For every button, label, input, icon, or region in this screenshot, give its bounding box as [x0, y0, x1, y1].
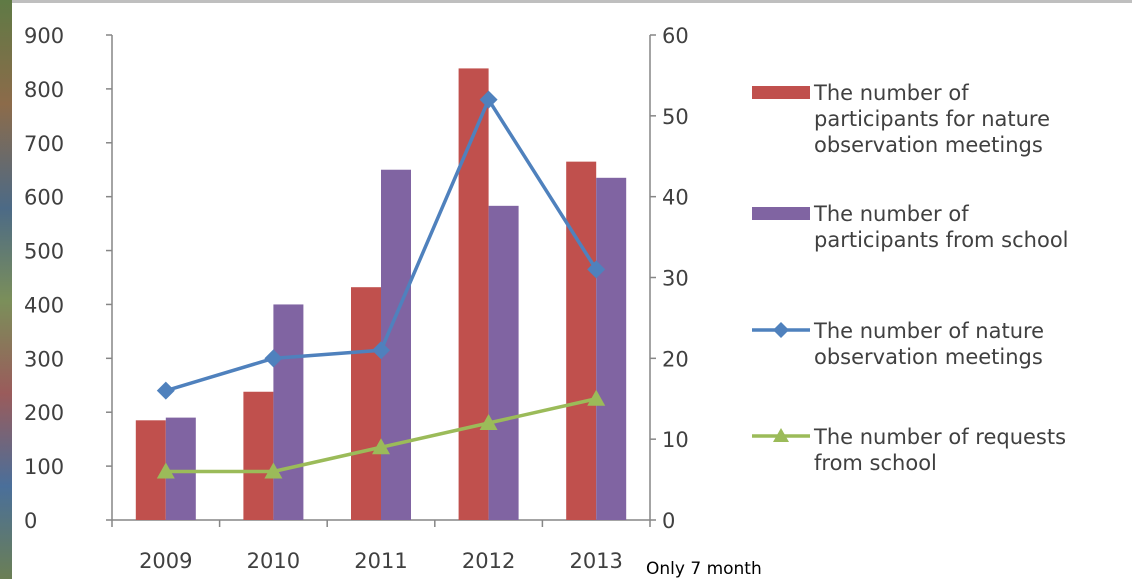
legend-swatch	[752, 86, 810, 99]
left-tick-label: 700	[24, 132, 64, 156]
left-tick-label: 900	[24, 24, 64, 48]
legend-label: from school	[814, 451, 937, 475]
bar-participants-meetings	[458, 68, 489, 521]
right-tick-label: 20	[662, 347, 689, 371]
point-meetings	[264, 349, 283, 368]
point-meetings	[156, 381, 175, 400]
legend-label: The number of	[813, 81, 969, 105]
point-meetings	[372, 341, 390, 360]
bar-participants-school	[381, 169, 411, 520]
chart-frame	[12, 0, 1132, 579]
x-tick-label: 2012	[462, 549, 515, 573]
left-tick-label: 0	[24, 509, 37, 533]
legend-swatch	[752, 207, 810, 220]
point-requests	[587, 389, 606, 406]
x-tick-label: 2010	[247, 549, 300, 573]
bar-participants-school	[165, 417, 196, 520]
legend-label: participants from school	[814, 228, 1069, 252]
right-tick-label: 60	[662, 24, 689, 48]
right-tick-label: 40	[662, 186, 689, 210]
x-tick-label: 2009	[139, 549, 192, 573]
bar-participants-school	[488, 205, 519, 521]
category-note: Only 7 month	[646, 559, 762, 579]
point-requests	[479, 414, 498, 430]
legend-label: observation meetings	[814, 345, 1043, 369]
x-tick-label: 2013	[569, 549, 622, 573]
left-tick-label: 300	[24, 347, 64, 371]
bar-participants-meetings	[566, 161, 597, 520]
bar-participants-meetings	[243, 391, 274, 520]
x-tick-label: 2011	[354, 549, 407, 573]
legend-marker-diamond	[773, 322, 789, 338]
point-requests	[156, 462, 175, 479]
left-tick-label: 800	[24, 78, 64, 102]
bar-participants-school	[273, 304, 304, 520]
point-requests	[372, 438, 390, 455]
right-tick-label: 30	[662, 267, 689, 291]
legend-label: participants for nature	[814, 107, 1050, 131]
legend-label: The number of nature	[813, 319, 1044, 343]
point-requests	[264, 462, 283, 479]
point-meetings	[587, 260, 606, 279]
legend-label: The number of requests	[813, 425, 1066, 449]
left-tick-label: 400	[24, 293, 64, 317]
right-tick-label: 0	[662, 509, 675, 533]
legend-label: observation meetings	[814, 133, 1043, 157]
right-tick-label: 50	[662, 105, 689, 129]
bar-participants-school	[596, 177, 627, 521]
background-photo-strip	[0, 0, 12, 579]
bar-participants-meetings	[351, 287, 381, 520]
point-meetings	[479, 90, 498, 109]
left-tick-label: 200	[24, 401, 64, 425]
bar-participants-meetings	[135, 420, 166, 520]
left-tick-label: 100	[24, 455, 64, 479]
right-tick-label: 10	[662, 428, 689, 452]
legend-label: The number of	[813, 202, 969, 226]
legend-marker-triangle	[773, 428, 789, 442]
left-tick-label: 600	[24, 186, 64, 210]
left-tick-label: 500	[24, 240, 64, 264]
